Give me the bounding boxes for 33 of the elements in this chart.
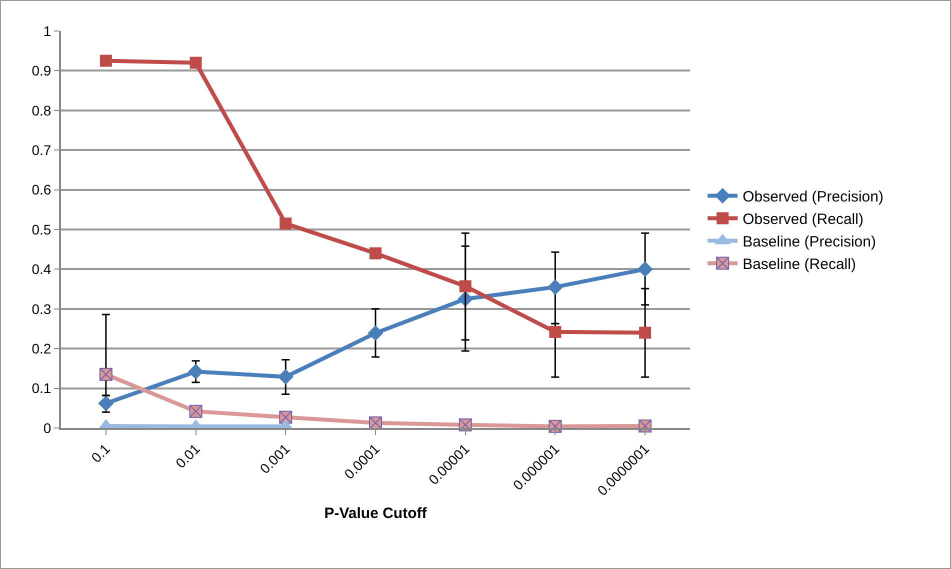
y-tick-label: 0.1	[32, 380, 52, 396]
point	[99, 368, 112, 381]
y-tick-label: 0.5	[32, 221, 52, 238]
point	[189, 404, 202, 418]
y-tick-label: 0	[43, 420, 52, 436]
point	[100, 54, 112, 67]
x-tick-label: 0.1	[88, 440, 114, 466]
y-tick-label: 1	[43, 22, 52, 39]
x-axis-title: P-Value Cutoff	[324, 505, 428, 522]
y-tick-label: 0.8	[32, 102, 52, 118]
legend-label: Baseline (Precision)	[742, 234, 876, 251]
legend-label: Observed (Precision)	[742, 188, 884, 206]
point	[637, 261, 653, 277]
y-tick-label: 0.2	[32, 340, 52, 356]
point	[549, 326, 562, 338]
point	[278, 368, 294, 385]
y-tick-label: 0.7	[32, 142, 52, 158]
point	[280, 218, 292, 230]
point	[459, 280, 472, 292]
y-tick-label: 0.3	[32, 300, 52, 317]
y-tick-label: 0.4	[32, 261, 52, 278]
point	[190, 56, 202, 69]
y-tick-label: 0.9	[32, 62, 52, 79]
point	[368, 325, 384, 341]
legend-label: Baseline (Recall)	[742, 256, 856, 274]
point	[370, 247, 382, 260]
point	[639, 326, 652, 339]
point	[98, 396, 114, 412]
legend-label: Observed (Recall)	[742, 211, 864, 228]
y-tick-label: 0.6	[32, 182, 52, 198]
point	[547, 279, 564, 295]
x-tick-label: 0.01	[172, 440, 204, 472]
point	[188, 364, 204, 380]
